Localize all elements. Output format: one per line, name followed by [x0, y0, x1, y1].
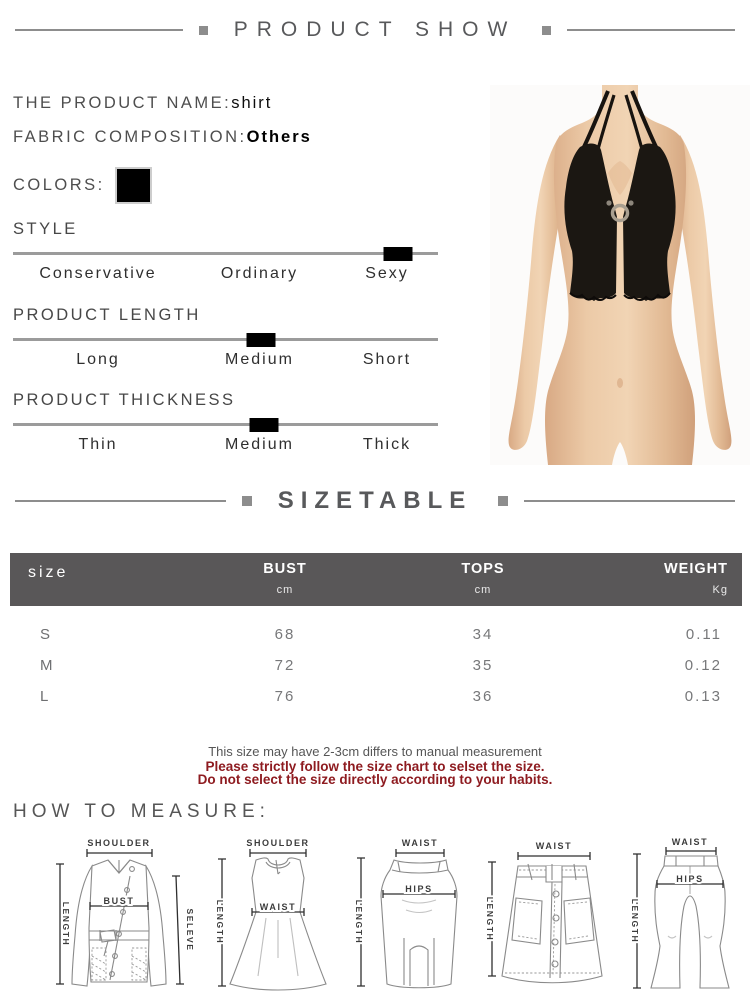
measure-diagram-mini-skirt: WAIST LENGTH [483, 839, 603, 984]
square-ornament [498, 496, 509, 506]
product-name-line: THE PRODUCT NAME:shirt [13, 94, 272, 113]
divider-line [15, 29, 183, 31]
skirt-length-label: LENGTH [354, 900, 364, 945]
measurement-note: This size may have 2-3cm differs to manu… [208, 744, 542, 759]
divider-line [15, 500, 226, 502]
scale-line [13, 423, 438, 426]
thickness-attribute: PRODUCT THICKNESS Thin Medium Thick [13, 390, 438, 454]
unit-kg: Kg [712, 584, 728, 596]
square-ornament [241, 496, 252, 506]
colors-row: COLORS: [13, 167, 152, 204]
warning-note-1: Please strictly follow the size chart to… [205, 759, 545, 774]
square-ornament [198, 25, 208, 35]
divider-line [567, 29, 735, 31]
column-weight: WEIGHT Kg [546, 553, 742, 606]
product-name-value: shirt [231, 94, 273, 112]
divider-line [524, 500, 735, 502]
jacket-length-label: LENGTH [61, 902, 71, 947]
pants-length-label: LENGTH [630, 899, 640, 944]
mini-skirt-waist-label: WAIST [536, 841, 573, 851]
skirt-hips-label: HIPS [405, 884, 432, 894]
how-to-measure-title: HOW TO MEASURE: [13, 801, 270, 822]
scale-marker [383, 247, 413, 261]
color-swatch-black [114, 167, 152, 204]
option-short: Short [362, 351, 412, 368]
colors-label: COLORS: [13, 176, 105, 194]
square-ornament [542, 25, 552, 35]
fabric-value: Others [246, 128, 312, 146]
option-ordinary: Ordinary [220, 265, 299, 282]
mini-skirt-length-label: LENGTH [485, 897, 495, 942]
style-attribute: STYLE Conservative Ordinary Sexy [13, 219, 438, 283]
table-row-m: M 72 35 0.12 [40, 657, 722, 674]
option-thin: Thin [78, 436, 118, 453]
thickness-title: PRODUCT THICKNESS [13, 391, 236, 409]
option-conservative: Conservative [39, 265, 157, 282]
size-table-header: size BUST cm TOPS cm WEIGHT Kg [10, 553, 742, 606]
scale-marker [249, 418, 279, 432]
table-row-s: S 68 34 0.11 [40, 626, 722, 643]
option-long: Long [76, 351, 120, 368]
measure-diagram-jacket: SHOULDER BUST LENGTH SELEVE [56, 836, 197, 987]
mannequin-halter-top-illustration [490, 85, 750, 465]
length-title: PRODUCT LENGTH [13, 306, 201, 324]
sizetable-header: SIZETABLE [0, 487, 750, 515]
length-attribute: PRODUCT LENGTH Long Medium Short [13, 305, 438, 369]
table-row-l: L 76 36 0.13 [40, 688, 722, 705]
section-title-product-show: PRODUCT SHOW [233, 18, 517, 41]
warning-note-2: Do not select the size directly accordin… [197, 772, 553, 787]
pants-waist-label: WAIST [672, 837, 709, 847]
skirt-waist-label: WAIST [402, 838, 439, 848]
scale-line [13, 338, 438, 341]
thickness-scale [13, 418, 438, 432]
style-title: STYLE [13, 220, 78, 238]
fabric-line: FABRIC COMPOSITION:Others [13, 128, 312, 147]
fabric-label: FABRIC COMPOSITION: [13, 128, 247, 146]
dress-length-label: LENGTH [215, 900, 225, 945]
jacket-sleeve-label: SELEVE [185, 908, 195, 951]
size-table: size BUST cm TOPS cm WEIGHT Kg S 68 34 0… [10, 553, 742, 712]
product-photo [490, 85, 750, 465]
measure-diagram-dress: SHOULDER WAIST LENGTH [213, 836, 327, 991]
jacket-shoulder-label: SHOULDER [87, 838, 150, 848]
unit-cm: cm [276, 584, 294, 596]
option-medium: Medium [225, 351, 294, 368]
style-scale [13, 247, 438, 261]
scale-marker [246, 333, 276, 347]
measure-diagram-pants: WAIST HIPS LENGTH [628, 836, 730, 989]
scale-line [13, 252, 438, 255]
section-title-sizetable: SIZETABLE [277, 487, 473, 514]
option-thick: Thick [362, 436, 412, 453]
option-sexy: Sexy [365, 265, 409, 282]
column-bust: BUST cm [150, 553, 420, 606]
column-tops: TOPS cm [420, 553, 546, 606]
length-scale [13, 333, 438, 347]
jacket-bust-label: BUST [104, 896, 135, 906]
dress-shoulder-label: SHOULDER [246, 838, 309, 848]
unit-cm: cm [474, 584, 492, 596]
product-name-label: THE PRODUCT NAME: [13, 94, 232, 112]
option-medium: Medium [225, 436, 294, 453]
measure-diagram-pencil-skirt: WAIST HIPS LENGTH [352, 836, 458, 989]
pants-hips-label: HIPS [676, 874, 703, 884]
product-show-header: PRODUCT SHOW [0, 18, 750, 42]
column-size: size [28, 564, 69, 581]
dress-waist-label: WAIST [260, 902, 297, 912]
